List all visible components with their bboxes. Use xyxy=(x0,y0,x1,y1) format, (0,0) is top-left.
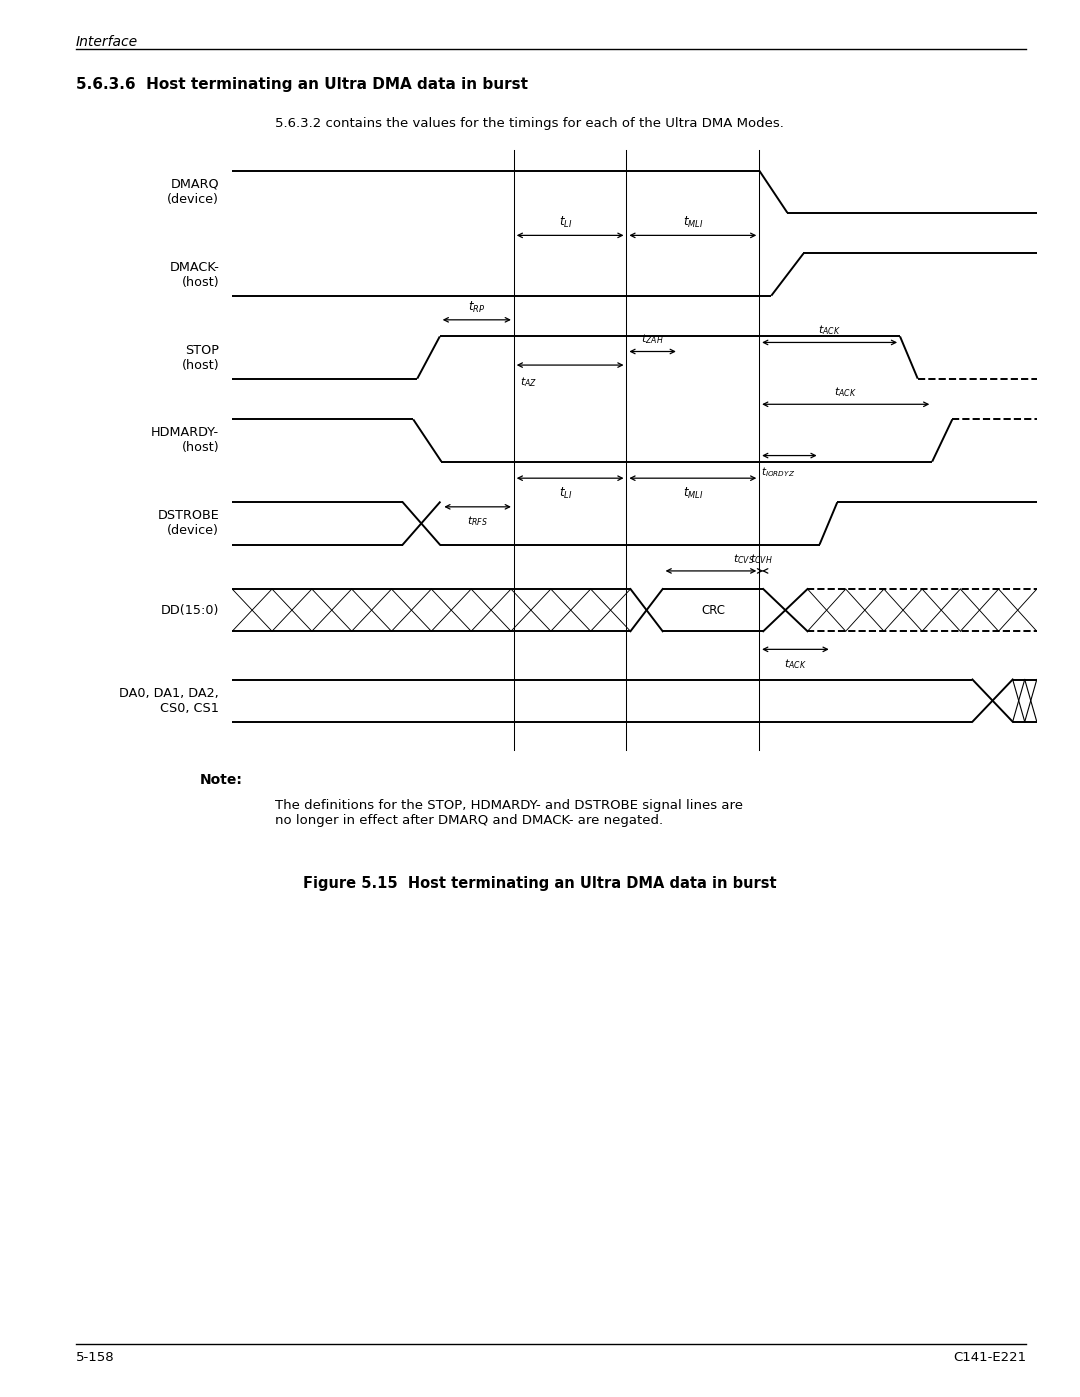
Text: $t_{IORDYZ}$: $t_{IORDYZ}$ xyxy=(760,465,795,479)
Text: $t_{ACK}$: $t_{ACK}$ xyxy=(784,657,807,671)
Text: $t_{ACK}$: $t_{ACK}$ xyxy=(819,323,841,337)
Text: CRC: CRC xyxy=(701,604,725,616)
Text: $t_{MLI}$: $t_{MLI}$ xyxy=(683,215,703,231)
Text: DMACK-
(host): DMACK- (host) xyxy=(170,261,219,289)
Text: $t_{ACK}$: $t_{ACK}$ xyxy=(835,386,858,400)
Text: $t_{LI}$: $t_{LI}$ xyxy=(559,215,572,231)
Text: $t_{AZ}$: $t_{AZ}$ xyxy=(521,374,538,388)
Text: 5.6.3.2 contains the values for the timings for each of the Ultra DMA Modes.: 5.6.3.2 contains the values for the timi… xyxy=(275,117,784,130)
Text: DD(15:0): DD(15:0) xyxy=(161,604,219,616)
Text: $t_{LI}$: $t_{LI}$ xyxy=(559,486,572,500)
Text: 5-158: 5-158 xyxy=(76,1351,114,1363)
Text: Interface: Interface xyxy=(76,35,138,49)
Text: $t_{CVS}$: $t_{CVS}$ xyxy=(733,552,755,566)
Text: $t_{RFS}$: $t_{RFS}$ xyxy=(468,514,488,528)
Text: Figure 5.15  Host terminating an Ultra DMA data in burst: Figure 5.15 Host terminating an Ultra DM… xyxy=(303,876,777,891)
Text: Note:: Note: xyxy=(200,773,243,787)
Text: STOP
(host): STOP (host) xyxy=(181,344,219,372)
Text: $t_{MLI}$: $t_{MLI}$ xyxy=(683,486,703,500)
Text: The definitions for the STOP, HDMARDY- and DSTROBE signal lines are
no longer in: The definitions for the STOP, HDMARDY- a… xyxy=(275,799,743,827)
Text: $t_{ZAH}$: $t_{ZAH}$ xyxy=(642,332,664,346)
Text: DA0, DA1, DA2,
CS0, CS1: DA0, DA1, DA2, CS0, CS1 xyxy=(120,686,219,715)
Text: $t_{RP}$: $t_{RP}$ xyxy=(468,299,485,314)
Text: $t_{CVH}$: $t_{CVH}$ xyxy=(750,552,772,566)
Text: DSTROBE
(device): DSTROBE (device) xyxy=(158,510,219,538)
Text: DMARQ
(device): DMARQ (device) xyxy=(167,177,219,205)
Text: 5.6.3.6  Host terminating an Ultra DMA data in burst: 5.6.3.6 Host terminating an Ultra DMA da… xyxy=(76,77,528,92)
Text: C141-E221: C141-E221 xyxy=(953,1351,1026,1363)
Text: HDMARDY-
(host): HDMARDY- (host) xyxy=(151,426,219,454)
